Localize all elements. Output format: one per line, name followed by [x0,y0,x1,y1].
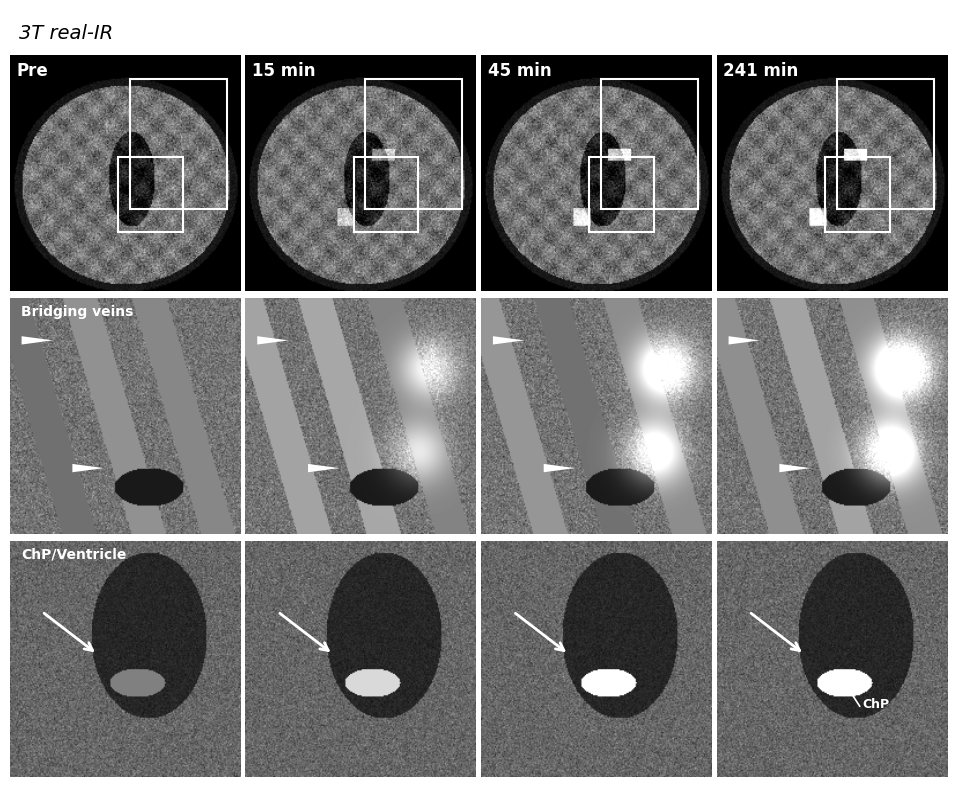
Text: 45 min: 45 min [488,62,551,80]
Text: Pre: Pre [16,62,48,80]
Bar [590,157,654,232]
Text: 3T real-IR: 3T real-IR [19,24,113,42]
Bar [601,78,698,209]
Bar [366,78,462,209]
Bar [836,78,934,209]
Text: ChP: ChP [862,698,889,711]
Text: 241 min: 241 min [723,62,799,80]
Bar [118,157,183,232]
Text: 15 min: 15 min [252,62,316,80]
Bar [354,157,418,232]
Text: Bridging veins: Bridging veins [21,305,133,319]
Bar [129,78,227,209]
Text: ChP/Ventricle: ChP/Ventricle [21,548,126,562]
Bar [825,157,890,232]
